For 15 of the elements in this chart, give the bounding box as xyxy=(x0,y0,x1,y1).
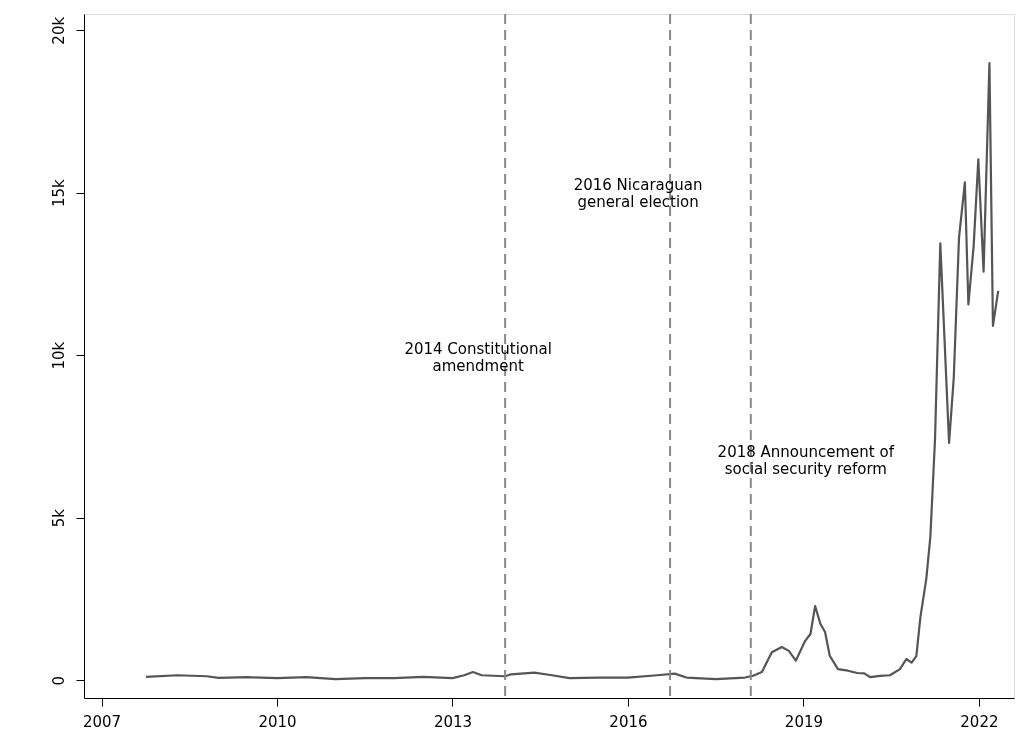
ref-line-label: 2014 Constitutional amendment xyxy=(404,340,552,376)
x-tick-label: 2010 xyxy=(258,712,297,731)
y-tick-label: 5k xyxy=(49,508,68,528)
x-tick-label: 2019 xyxy=(784,712,824,731)
x-tick-label: 2022 xyxy=(960,712,999,731)
y-tick-label: 10k xyxy=(49,341,68,370)
y-tick-label: 0 xyxy=(49,675,68,686)
x-tick-label: 2013 xyxy=(433,712,473,731)
y-tick-label: 15k xyxy=(49,179,68,208)
x-tick-label: 2016 xyxy=(609,712,648,731)
x-tick-label: 2007 xyxy=(82,712,122,731)
line-series xyxy=(144,61,1000,681)
y-tick-label: 20k xyxy=(49,16,68,45)
ref-line-label: 2018 Announcement of social security reform xyxy=(717,442,895,478)
ref-line-label: 2016 Nicaraguan general election xyxy=(573,176,703,212)
